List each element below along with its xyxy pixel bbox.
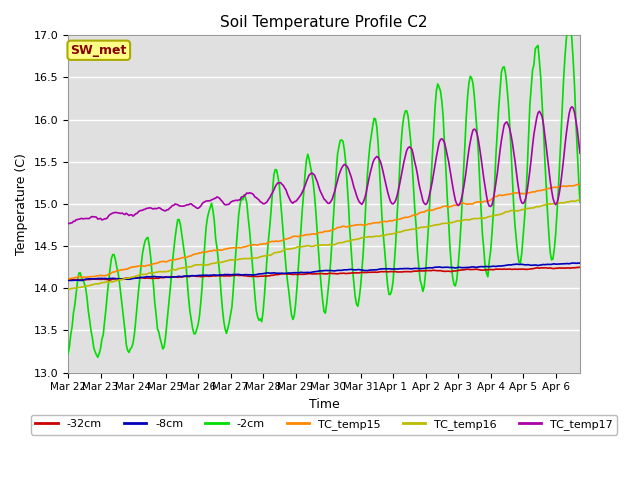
X-axis label: Time: Time (308, 398, 339, 411)
Legend: -32cm, -8cm, -2cm, TC_temp15, TC_temp16, TC_temp17: -32cm, -8cm, -2cm, TC_temp15, TC_temp16,… (31, 415, 617, 434)
Title: Soil Temperature Profile C2: Soil Temperature Profile C2 (220, 15, 428, 30)
Y-axis label: Temperature (C): Temperature (C) (15, 153, 28, 255)
Text: SW_met: SW_met (70, 44, 127, 57)
